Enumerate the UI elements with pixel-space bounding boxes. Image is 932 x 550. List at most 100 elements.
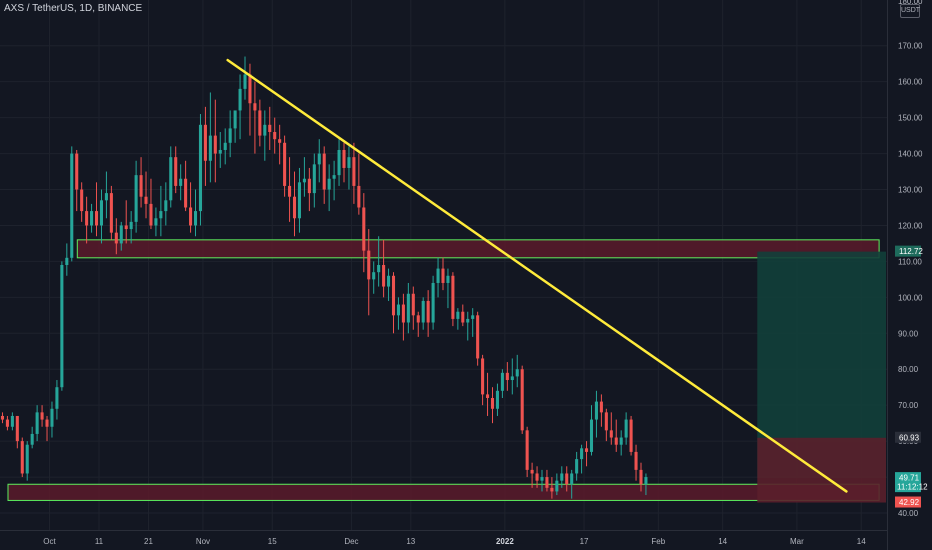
candle-body [322,153,326,190]
candle-body [134,175,138,222]
candle-body [218,149,222,154]
candle-body [580,448,584,460]
loss-zone[interactable] [757,437,886,503]
candle-body [193,211,198,226]
candle-body [456,311,460,319]
candle-body [337,149,341,176]
candle-body [164,200,168,212]
x-tick-label: 2022 [496,537,514,546]
candle-body [500,372,504,391]
candle-body [505,372,509,381]
candle-body [520,369,524,431]
candle-body [75,153,79,190]
candle-body [144,196,148,204]
candle-body [565,473,569,485]
candle-body [545,477,549,488]
candle-body [317,153,321,165]
candle-body [223,142,227,150]
y-tick-label: 140.00 [898,150,923,159]
candle-body [441,268,445,283]
candle-body [104,193,108,201]
candle-body [609,430,613,438]
y-tick-label: 40.00 [898,509,919,518]
candle-body [535,473,539,481]
candle-body [510,376,514,381]
candle-body [238,88,242,111]
zone-rectangle[interactable] [76,239,880,259]
candle-body [149,203,153,226]
candle-body [30,433,34,445]
candle-body [124,225,128,230]
candle-body [599,401,603,413]
y-tick-label: 170.00 [898,42,923,51]
candle-body [594,401,598,420]
candle-body [495,390,499,409]
trendline-layer[interactable] [226,58,848,493]
long-position-tool[interactable] [757,251,886,503]
candle-body [283,142,287,186]
price-tag-label: 112.72 [899,247,923,256]
candle-body [406,293,410,323]
price-tag-label: 60.93 [899,433,920,442]
candle-body [634,451,638,470]
candle-body [525,430,529,470]
candle-body [15,415,19,442]
candle-body [40,412,44,420]
price-tag-label: 42.92 [899,498,920,507]
candle-body [466,318,470,323]
candle-body [198,124,202,212]
candle-body [426,300,430,323]
price-tag-box [895,496,921,508]
candle-body [258,110,262,136]
y-tick-label: 150.00 [898,114,923,123]
candle-body [619,437,623,445]
y-tick-label: 180.00 [898,0,923,6]
candle-body [248,74,252,104]
candle-body [585,448,589,452]
candle-body [624,419,628,438]
candle-body [352,157,356,186]
x-tick-label: 11 [95,537,104,546]
zone-rectangle[interactable] [7,483,880,501]
candle-body [263,124,267,136]
symbol-title[interactable]: AXS / TetherUS, 1D, BINANCE [4,3,143,14]
candle-body [273,132,277,140]
candle-body [639,469,643,485]
candle-body [347,157,351,168]
candle-body [80,189,84,212]
candle-body [570,473,574,485]
candle-body [644,477,648,485]
candle-body [367,250,371,280]
candle-body [99,200,104,226]
candle-body [268,124,272,133]
candle-body [213,135,217,154]
candle-body [65,257,69,265]
candle-body [431,282,435,323]
candle-body [20,441,24,474]
candle-body [129,221,133,230]
y-tick-label: 90.00 [898,329,919,338]
candle-body [481,358,485,395]
candle-body [575,459,579,474]
trendline[interactable] [226,58,848,493]
candle-body [589,419,594,452]
currency-badge[interactable]: USDT [900,4,920,18]
candle-body [50,408,54,427]
candle-body [382,265,386,287]
candle-body [189,207,193,226]
y-tick-label: 160.00 [898,78,923,87]
x-tick-label: 17 [580,537,589,546]
candle-body [253,103,257,111]
candle-body [629,419,633,452]
price-tag-label: 49.71 [899,474,920,483]
time-axis[interactable]: Oct 11 21 Nov 15 Dec 13 2022 17 Feb 14 Mar 14 [43,537,866,546]
x-tick-label: 21 [144,537,153,546]
x-tick-label: 13 [406,537,415,546]
candle-body [85,211,89,226]
y-tick-label: 70.00 [898,401,919,410]
candle-body [396,304,400,316]
candle-body [446,275,450,283]
candle-body [387,275,391,287]
candle-body [362,207,366,251]
